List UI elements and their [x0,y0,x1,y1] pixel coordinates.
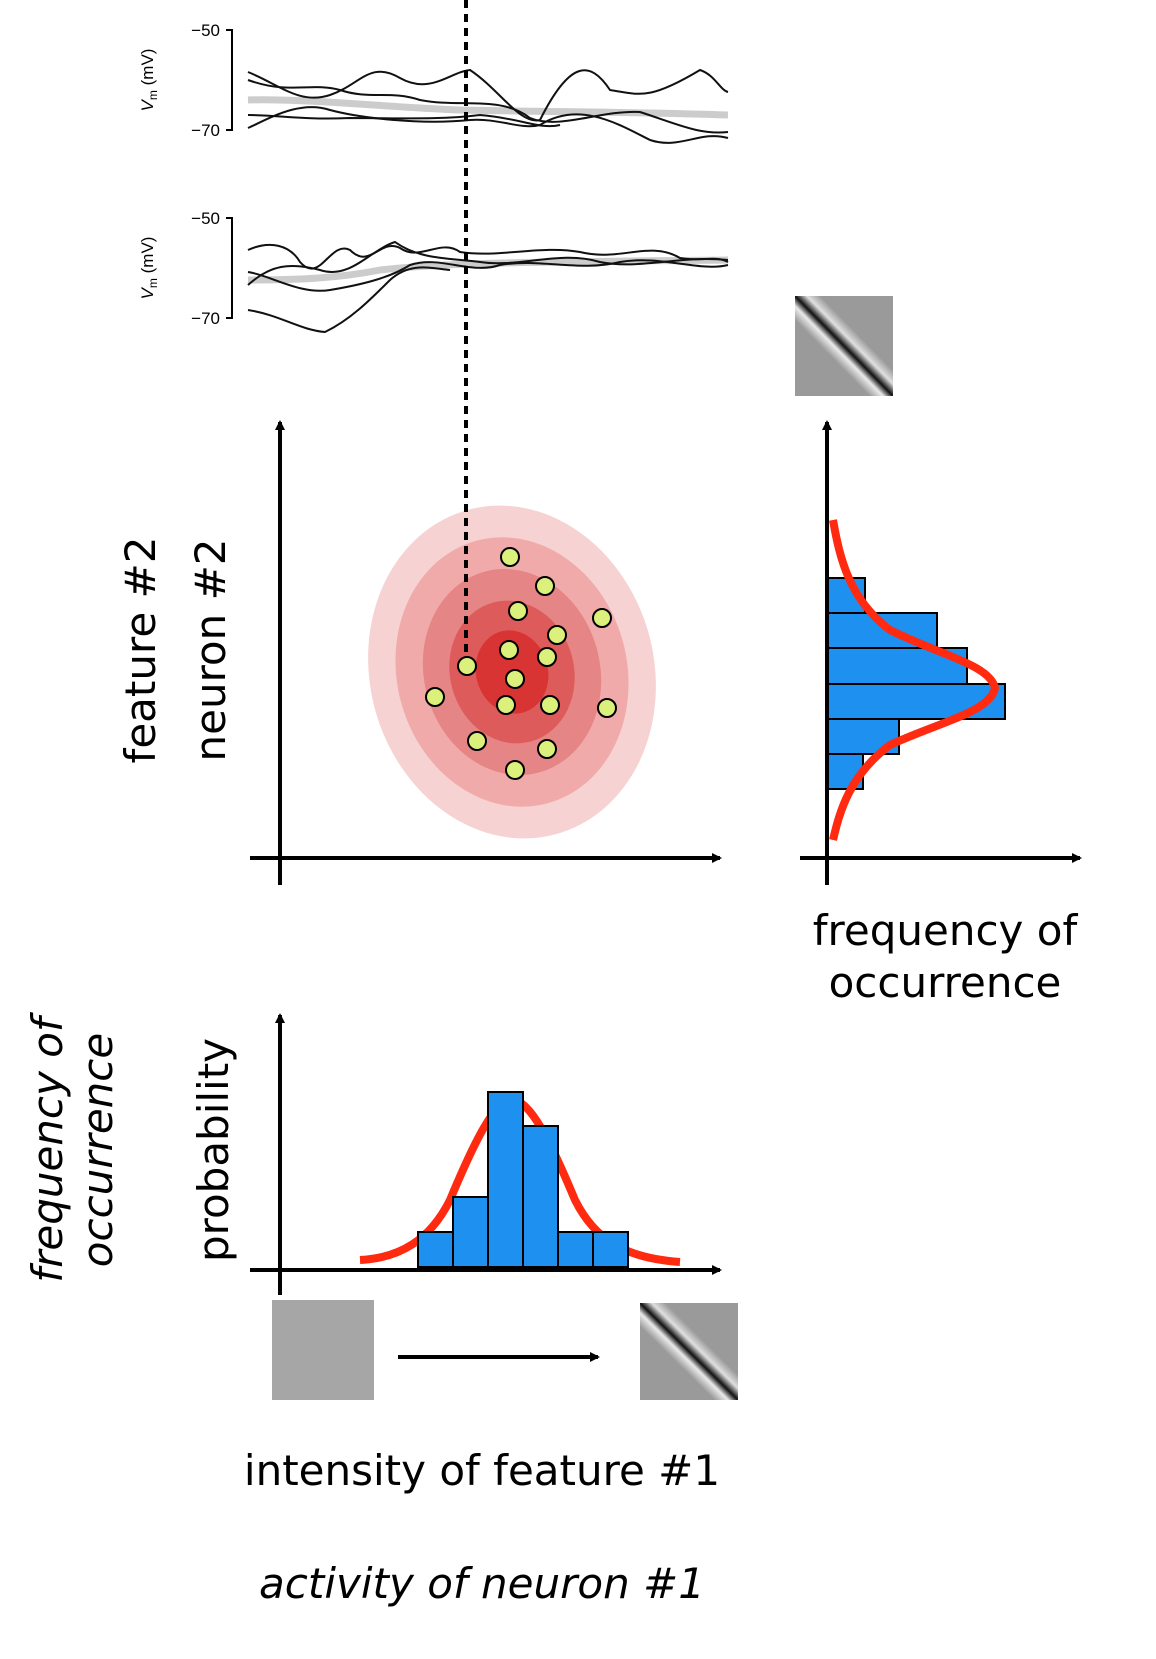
y-label: Vm (mV) [138,49,160,112]
trace [247,106,729,144]
y-label: occurrence [73,1033,122,1267]
fit-curve [829,519,1000,841]
trace [247,240,729,286]
x-label: occurrence [829,958,1062,1007]
filter-image [640,1303,738,1400]
trace [247,113,561,128]
y-axis [226,29,233,131]
x-label: intensity of feature #1 [244,1446,720,1495]
trace [247,79,729,134]
trace-panel: −50 −70 Vm (mV) [138,209,729,334]
y-label: probability [189,1038,238,1262]
tick-label: −70 [191,121,220,140]
trace [247,259,729,292]
y-label: Vm (mV) [138,237,160,300]
trace [247,266,451,334]
scatter-panel: feature #2 neuron #2 [116,0,722,885]
bottom-histogram: frequency of occurrence probability inte… [23,1011,738,1608]
filter-image [795,296,893,396]
tick-label: −50 [191,21,220,40]
right-histogram: frequency of occurrence [800,420,1082,1007]
blank-image [272,1300,374,1400]
points [425,547,617,780]
y-axis [226,217,233,319]
mean-trace [247,256,729,284]
tick-label: −50 [191,209,220,228]
trace [247,68,729,122]
trace-panel: −50 −70 Vm (mV) [138,21,729,144]
y-label: neuron #2 [186,538,235,761]
x-label: frequency of [813,906,1079,955]
bars [826,577,1006,790]
bars [417,1091,629,1268]
x-label: activity of neuron #1 [259,1559,705,1608]
mean-trace [247,96,729,119]
y-label: frequency of [23,1011,72,1283]
y-label: feature #2 [116,537,165,764]
tick-label: −70 [191,309,220,328]
